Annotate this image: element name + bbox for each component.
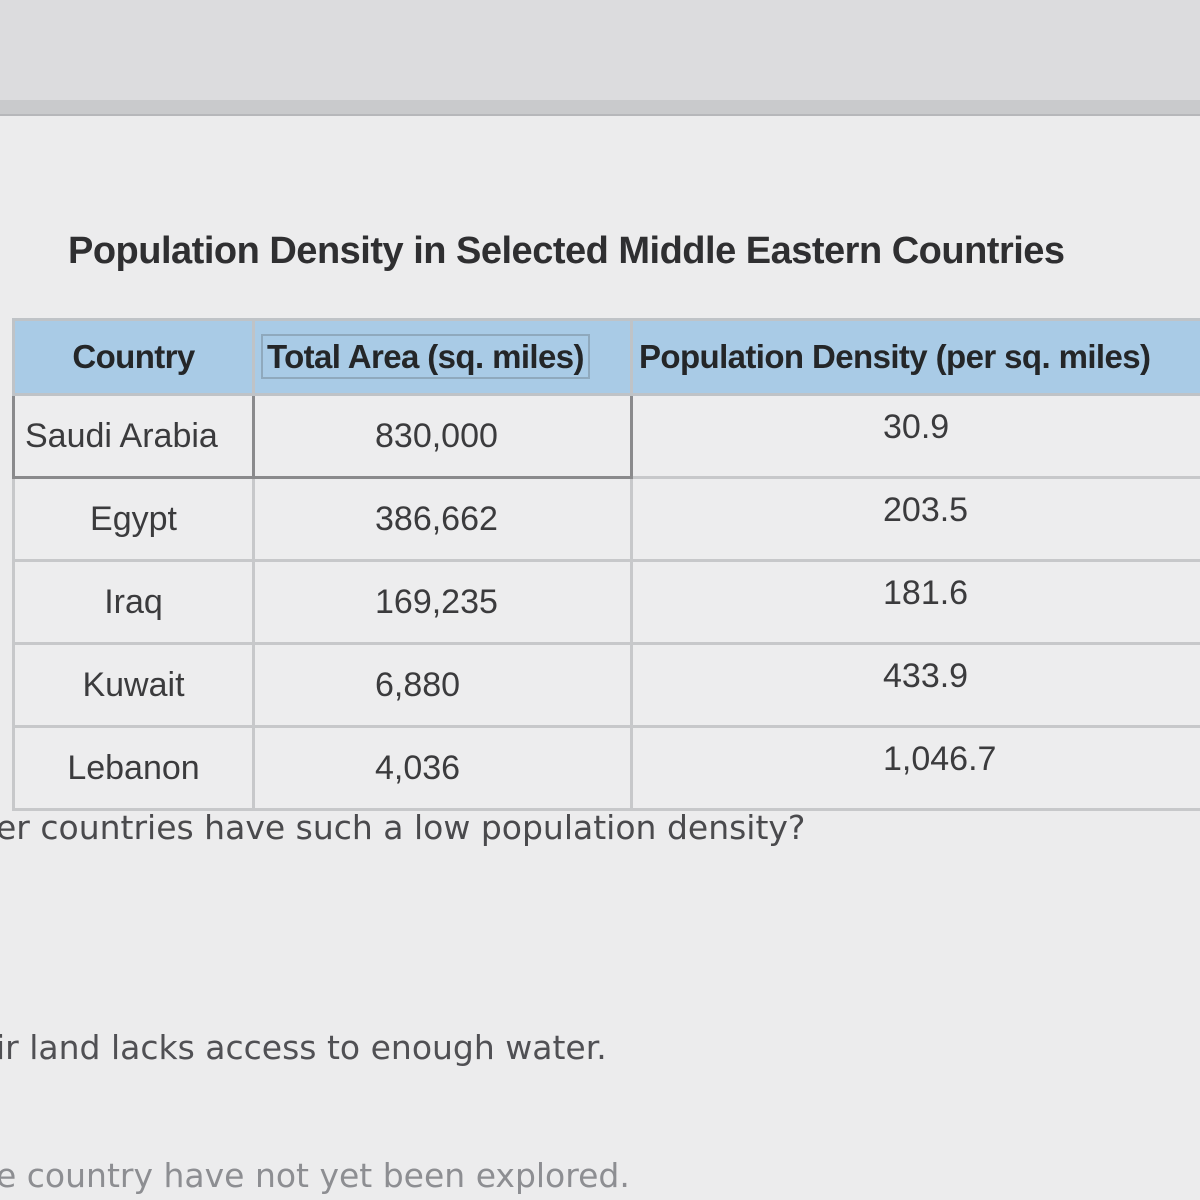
- top-band: [0, 0, 1200, 100]
- cell-density: 30.9: [630, 393, 1200, 479]
- question-text: er countries have such a low population …: [0, 808, 806, 847]
- table-title: Population Density in Selected Middle Ea…: [68, 230, 1065, 272]
- header-country: Country: [12, 318, 255, 396]
- population-density-table: Country Total Area (sq. miles) Populatio…: [12, 318, 1200, 811]
- table-row: Kuwait 6,880 433.9: [12, 642, 1200, 728]
- cell-country: Kuwait: [12, 642, 255, 728]
- cell-density: 433.9: [630, 642, 1200, 728]
- cell-density: 181.6: [630, 559, 1200, 645]
- table-row: Iraq 169,235 181.6: [12, 559, 1200, 645]
- cell-country: Lebanon: [12, 725, 255, 811]
- table-row: Lebanon 4,036 1,046.7: [12, 725, 1200, 811]
- data-table-container: Country Total Area (sq. miles) Populatio…: [12, 318, 1200, 811]
- cell-area: 6,880: [252, 642, 633, 728]
- answer-option[interactable]: e country have not yet been explored.: [0, 1156, 630, 1195]
- table-header-row: Country Total Area (sq. miles) Populatio…: [12, 318, 1200, 396]
- header-total-area: Total Area (sq. miles): [252, 318, 633, 396]
- table-row: Saudi Arabia 830,000 30.9: [12, 393, 1200, 479]
- table-row: Egypt 386,662 203.5: [12, 476, 1200, 562]
- cell-density: 1,046.7: [630, 725, 1200, 811]
- cell-area: 4,036: [252, 725, 633, 811]
- cell-country: Saudi Arabia: [12, 393, 255, 479]
- cell-country: Egypt: [12, 476, 255, 562]
- cell-area: 386,662: [252, 476, 633, 562]
- header-total-area-label: Total Area (sq. miles): [261, 334, 590, 379]
- cell-area: 169,235: [252, 559, 633, 645]
- cell-density: 203.5: [630, 476, 1200, 562]
- cell-country: Iraq: [12, 559, 255, 645]
- cell-area: 830,000: [252, 393, 633, 479]
- top-divider: [0, 100, 1200, 116]
- answer-option[interactable]: ir land lacks access to enough water.: [0, 1028, 607, 1067]
- header-population-density: Population Density (per sq. miles): [630, 318, 1200, 396]
